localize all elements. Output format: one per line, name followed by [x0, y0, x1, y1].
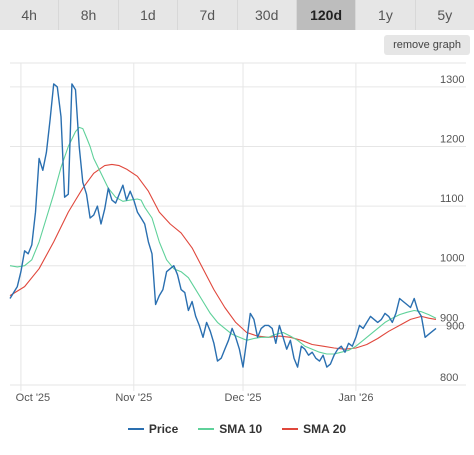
x-tick-label: Nov '25 [115, 392, 152, 404]
tab-30d[interactable]: 30d [237, 0, 297, 30]
timeframe-tabs: 4h 8h 1d 7d 30d 120d 1y 5y [0, 0, 474, 30]
price-chart: 800 900 1000 1100 1200 1300 Oct '25 Nov '25 Dec … [9, 62, 466, 404]
current-value-label: 900 [446, 320, 464, 332]
y-tick-label: 1000 [440, 253, 464, 265]
tab-7d[interactable]: 7d [178, 0, 238, 30]
legend-label: SMA 20 [303, 422, 347, 436]
y-tick-label: 800 [440, 372, 458, 384]
remove-graph-button[interactable]: remove graph [384, 35, 470, 55]
legend-label: Price [148, 422, 179, 436]
tab-1d[interactable]: 1d [118, 0, 179, 30]
legend-item-price[interactable]: Price [127, 422, 179, 436]
legend-swatch [282, 428, 299, 430]
series-line-sma-20 [9, 163, 437, 350]
chart-legend: Price SMA 10 SMA 20 [0, 420, 474, 438]
legend-swatch [198, 428, 215, 430]
x-tick-label: Oct '25 [16, 392, 51, 404]
legend-label: SMA 10 [219, 422, 263, 436]
y-tick-label: 1200 [440, 133, 464, 145]
y-tick-label: 1100 [440, 193, 464, 205]
legend-item-sma-20[interactable]: SMA 20 [282, 422, 346, 436]
y-tick-label: 900 [440, 312, 458, 324]
x-tick-label: Dec '25 [225, 392, 262, 404]
tab-4h[interactable]: 4h [0, 0, 60, 30]
series-line-sma-10 [9, 126, 437, 355]
y-tick-label: 1300 [440, 74, 464, 86]
tab-5y[interactable]: 5y [415, 0, 474, 30]
tab-120d[interactable]: 120d [296, 0, 357, 30]
legend-item-sma-10[interactable]: SMA 10 [198, 422, 262, 436]
series-line-price [9, 83, 437, 368]
legend-swatch [127, 428, 144, 430]
tab-1y[interactable]: 1y [356, 0, 416, 30]
tab-8h[interactable]: 8h [59, 0, 119, 30]
x-tick-label: Jan '26 [338, 392, 373, 404]
